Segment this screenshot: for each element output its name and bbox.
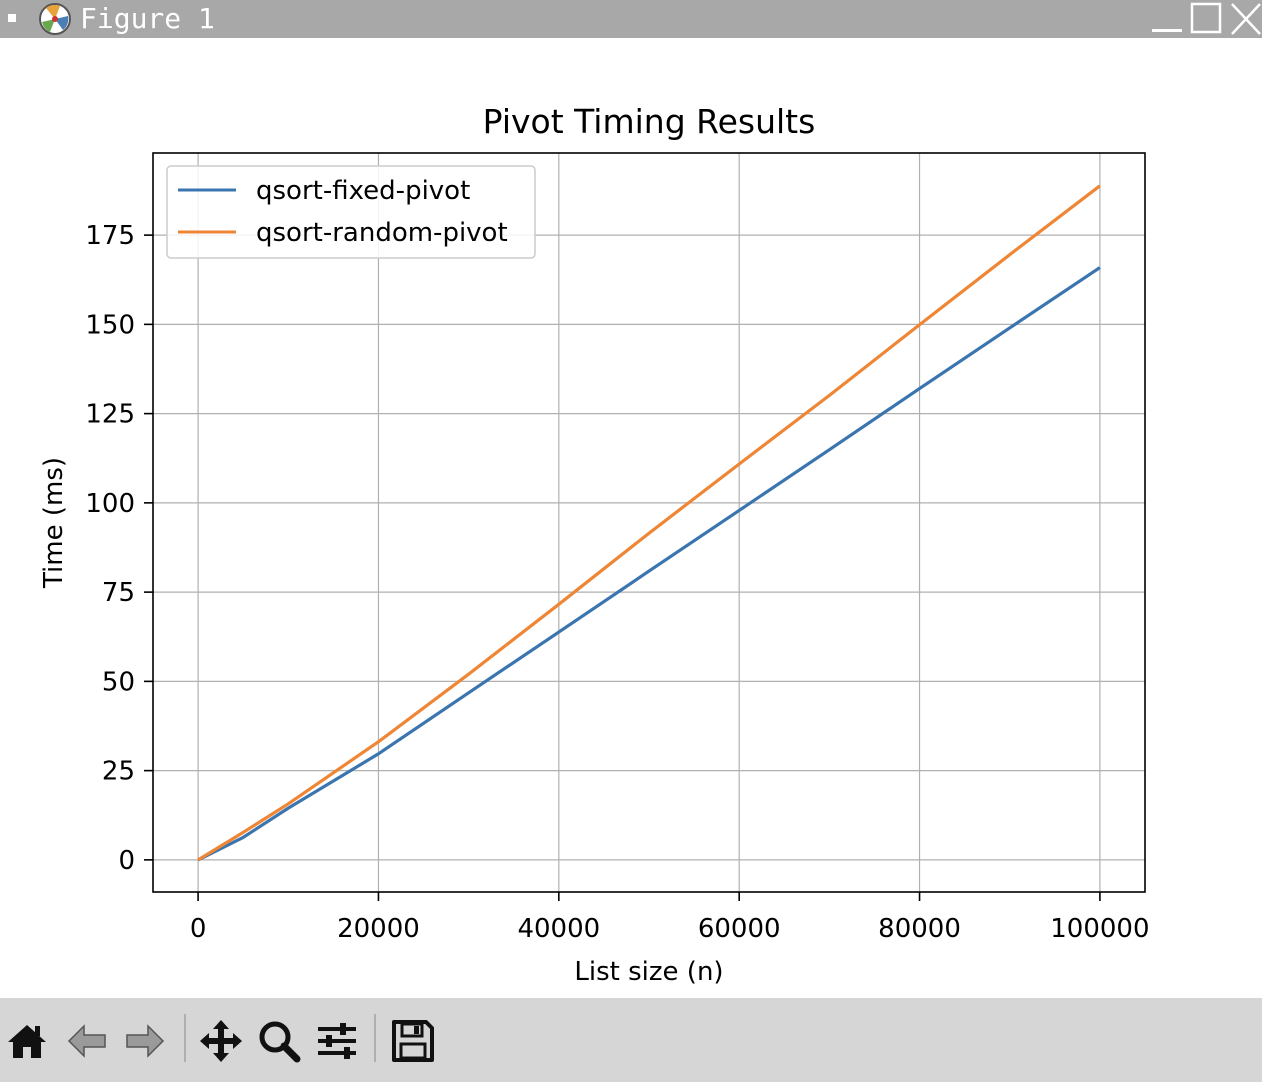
forward-arrow-icon[interactable]: [122, 1018, 168, 1064]
close-icon[interactable]: [1228, 0, 1262, 38]
legend: qsort-fixed-pivot qsort-random-pivot: [166, 165, 536, 259]
x-tick-label: 40000: [517, 914, 600, 944]
x-tick-label: 60000: [698, 914, 781, 944]
pan-icon[interactable]: [198, 1018, 244, 1064]
legend-label-random: qsort-random-pivot: [256, 218, 508, 248]
window-title: Figure 1: [80, 2, 215, 35]
y-tick-label: 175: [85, 221, 135, 251]
toolbar-separator: [184, 1014, 186, 1062]
chart: 0 20000 40000 60000 80000 100000 0 25 50 75 100 12…: [39, 102, 1150, 987]
matplotlib-icon: [39, 3, 71, 35]
window-menu-icon[interactable]: [8, 14, 16, 22]
figure-canvas: 0 20000 40000 60000 80000 100000 0 25 50 75 100 12…: [0, 38, 1262, 998]
chart-title: Pivot Timing Results: [483, 102, 816, 141]
configure-subplots-icon[interactable]: [314, 1018, 360, 1064]
x-tick-label: 20000: [337, 914, 420, 944]
y-tick-label: 100: [85, 489, 135, 519]
back-arrow-icon[interactable]: [64, 1018, 110, 1064]
plot-frame: [152, 152, 1146, 893]
toolbar-separator: [374, 1014, 376, 1062]
x-axis-label: List size (n): [574, 957, 723, 987]
save-icon[interactable]: [390, 1018, 436, 1064]
legend-label-fixed: qsort-fixed-pivot: [256, 176, 470, 206]
series-line-random-pivot: [197, 184, 1101, 862]
x-tick-label: 100000: [1050, 914, 1149, 944]
x-tick-label: 80000: [878, 914, 961, 944]
x-axis-ticks: 0 20000 40000 60000 80000 100000: [190, 892, 1150, 944]
zoom-icon[interactable]: [256, 1018, 302, 1064]
series-lines: [197, 184, 1101, 862]
y-tick-label: 50: [102, 667, 135, 697]
home-icon[interactable]: [4, 1018, 50, 1064]
grid: [153, 153, 1145, 892]
window-titlebar: Figure 1: [0, 0, 1262, 38]
y-tick-label: 25: [102, 757, 135, 787]
y-tick-label: 0: [118, 846, 135, 876]
y-axis-ticks: 0 25 50 75 100 125 150 175: [85, 221, 153, 876]
y-axis-label: Time (ms): [39, 457, 69, 589]
maximize-icon[interactable]: [1190, 0, 1224, 38]
navigation-toolbar: [0, 998, 1262, 1082]
y-tick-label: 125: [85, 400, 135, 430]
y-tick-label: 150: [85, 310, 135, 340]
x-tick-label: 0: [190, 914, 207, 944]
series-line-fixed-pivot: [197, 266, 1101, 862]
y-tick-label: 75: [102, 578, 135, 608]
legend-box: [166, 165, 536, 259]
minimize-icon[interactable]: [1150, 0, 1184, 38]
